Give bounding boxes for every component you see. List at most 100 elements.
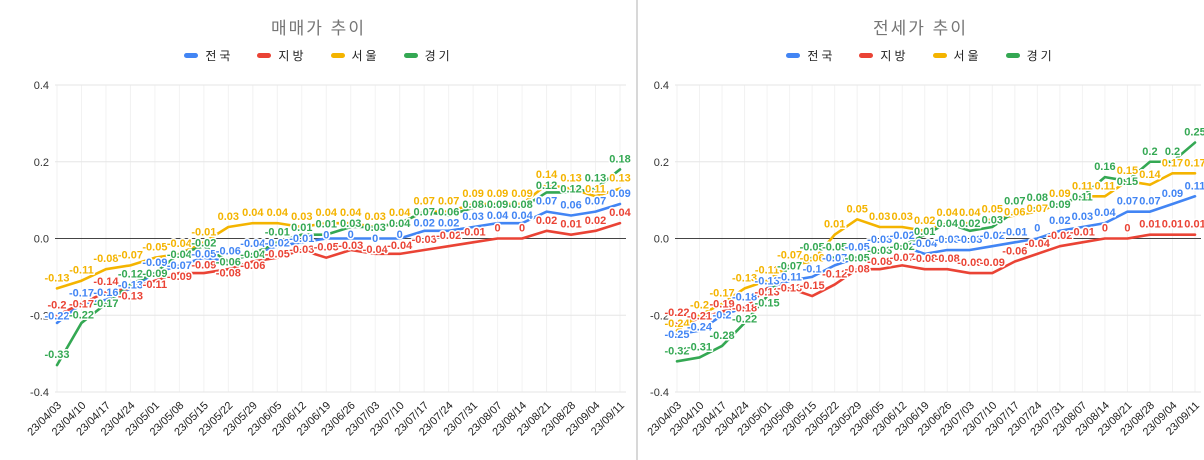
point-value-label: -0.01 [191,226,216,238]
point-value-label: -0.09 [980,257,1005,269]
point-value-label: 0.02 [536,215,557,227]
y-axis-tick-label: 0.4 [34,80,49,92]
legend: 전국 지방 서울 경기 [0,47,637,64]
point-value-label: -0.05 [191,248,216,260]
point-value-label: -0.06 [216,257,241,269]
point-value-label: -0.04 [240,238,266,250]
point-value-label: 0 [1034,223,1040,235]
point-value-label: 0.03 [365,211,386,223]
point-value-label: 0.13 [609,173,630,185]
point-value-label: -0.2 [48,299,67,311]
point-value-label: -0.03 [867,234,892,246]
point-value-label: 0.12 [560,184,581,196]
point-value-label: 0 [495,223,501,235]
point-value-label: -0.07 [777,260,802,272]
point-value-label: 0.07 [413,196,434,208]
legend-label: 지방 [278,49,307,63]
legend-label: 경기 [1026,49,1055,63]
point-value-label: -0.16 [93,287,118,299]
point-value-label: 0.01 [316,219,337,231]
point-value-label: -0.04 [1025,238,1051,250]
point-value-label: 0.04 [340,207,362,219]
point-value-label: 0.02 [413,218,434,230]
y-axis-tick-label: 0.2 [34,157,49,169]
chart-canvas: 0.40.20.0-0.2-0.423/04/0323/04/1023/04/1… [25,80,633,438]
legend-item-seoul: 서울 [932,47,982,64]
point-value-label: -0.09 [191,259,216,271]
point-value-label: 0.08 [511,199,532,211]
point-value-label: 0.03 [365,222,386,234]
point-value-label: 0.17 [1184,157,1204,169]
point-value-label: -0.2 [690,299,709,311]
point-value-label: -0.01 [461,226,486,238]
point-value-label: -0.08 [216,268,241,280]
chart-panel-0: 매매가 추이 전국 지방 서울 경기 0.4 0.2 0.0 -0.2 -0.4 23/04/0… [0,19,637,438]
point-value-label: -0.1 [803,264,822,276]
point-value-label: -0.06 [240,260,265,272]
point-value-label: -0.05 [845,253,870,265]
series-line-seoul [55,183,622,290]
point-value-label: -0.02 [265,237,290,249]
point-value-label: 0.01 [824,219,845,231]
point-value-label: -0.24 [664,318,690,330]
point-value-label: 0.01 [914,226,935,238]
point-value-label: -0.08 [912,253,937,265]
point-value-label: -0.05 [265,248,290,260]
point-value-label: -0.04 [240,249,266,261]
legend-item-regional: 지방 [257,47,306,64]
legend-marker-regional [859,53,874,58]
point-value-label: 0.09 [511,188,532,200]
point-value-label: 0.05 [982,203,1003,215]
point-value-label: -0.08 [867,256,892,268]
point-value-label: 0.15 [1117,165,1138,177]
point-value-label: 0 [1102,223,1108,235]
point-value-label: -0.25 [664,329,689,341]
point-value-label: -0.32 [664,345,689,357]
point-value-label: -0.33 [44,349,69,361]
point-value-label: 0.04 [937,207,959,219]
point-value-label: -0.13 [732,272,757,284]
point-value-label: 0 [1124,223,1130,235]
point-value-label: 0.01 [291,222,312,234]
legend-marker-regional [257,53,272,58]
point-value-label: 0.13 [560,173,581,185]
point-value-label: -0.08 [845,264,870,276]
panel-divider [636,0,638,460]
point-value-label: -0.06 [800,253,825,265]
point-value-label: 0.18 [609,153,630,165]
point-value-label: 0.07 [1117,196,1138,208]
point-value-label: 0.08 [462,199,483,211]
point-value-label: -0.15 [755,298,780,310]
point-value-label: 0.03 [892,211,913,223]
legend: 전국 지방 서울 경기 [637,47,1204,64]
point-value-label: 0.07 [413,207,434,219]
point-value-label: -0.08 [935,253,960,265]
point-value-label: 0.02 [438,218,459,230]
point-value-label: 0.09 [1049,199,1070,211]
point-value-label: 0.11 [1072,191,1093,203]
point-value-label: -0.04 [363,244,389,256]
legend-item-seoul: 서울 [330,47,380,64]
y-axis-tick-label: 0.0 [654,234,669,246]
point-value-label: -0.12 [822,269,847,281]
point-value-label: 0.04 [389,218,411,230]
legend-label: 지방 [880,49,909,63]
point-value-label: 0.01 [560,219,581,231]
point-value-label: 0.02 [914,215,935,227]
point-value-label: -0.03 [338,240,363,252]
point-value-label: 0.03 [1072,211,1093,223]
point-value-label: -0.22 [664,307,689,319]
point-value-label: -0.17 [93,298,118,310]
point-value-label: 0.09 [487,188,508,200]
point-value-label: 0.07 [1139,196,1160,208]
point-value-label: -0.07 [118,249,143,261]
point-value-label: -0.13 [755,276,780,288]
point-value-label: 0 [372,233,378,245]
series-line-regional [55,221,622,317]
point-value-label: 0.04 [609,207,631,219]
point-value-label: -0.02 [980,230,1005,242]
point-value-label: -0.17 [69,299,94,311]
point-value-label: -0.05 [845,242,870,254]
point-value-label: 0.04 [1094,207,1116,219]
point-value-label: 0.04 [487,210,509,222]
